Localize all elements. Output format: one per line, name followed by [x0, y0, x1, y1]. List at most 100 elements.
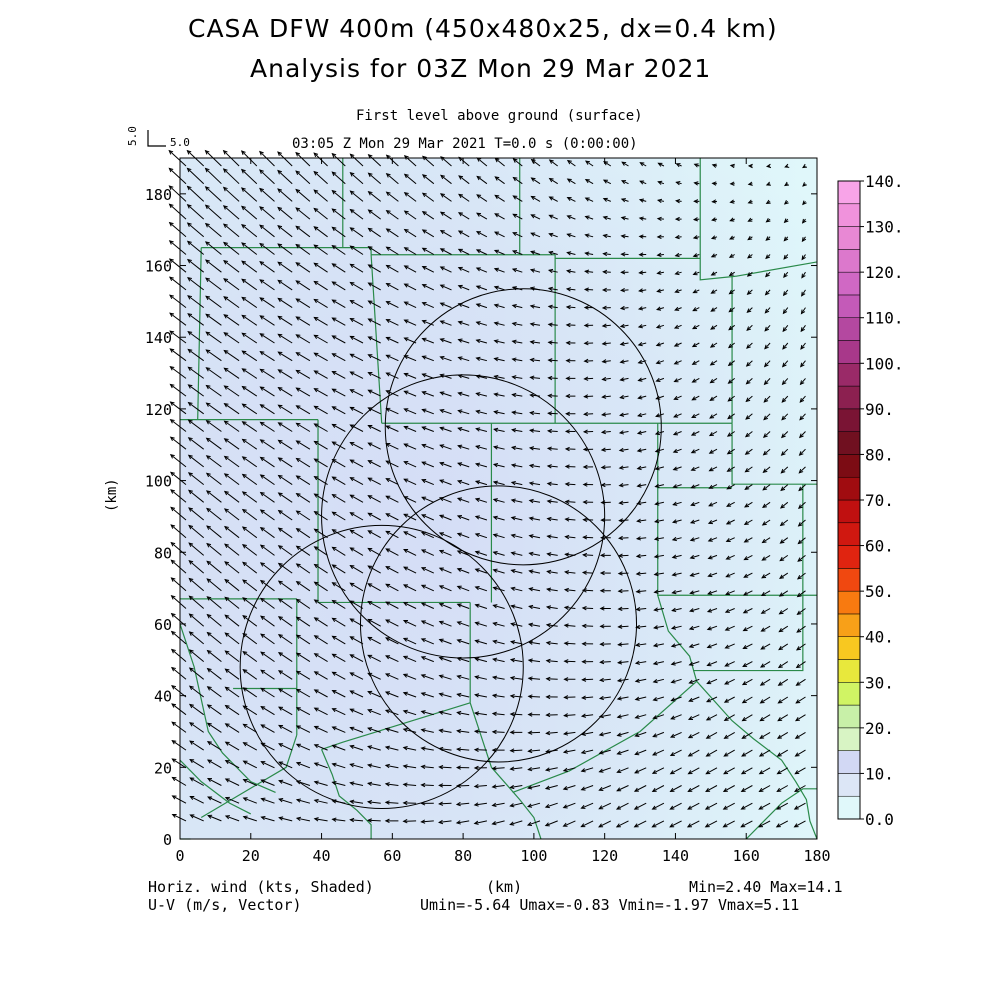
wind-vector	[494, 213, 505, 220]
wind-vector	[619, 394, 629, 400]
wind-vector	[349, 781, 364, 786]
wind-vector	[403, 408, 417, 415]
wind-vector	[598, 820, 612, 828]
wind-vector	[545, 605, 558, 610]
wind-vector	[765, 236, 771, 241]
wind-vector	[669, 767, 682, 775]
wind-vector	[635, 607, 647, 612]
wind-vector	[473, 747, 487, 752]
wind-vector	[635, 571, 647, 576]
x-tick-label: 180	[803, 847, 830, 865]
wind-vector	[779, 537, 789, 544]
wind-vector	[743, 554, 753, 561]
wind-vector	[710, 289, 718, 294]
wind-vector	[527, 694, 541, 699]
wind-vector	[691, 395, 700, 401]
wind-vector	[564, 464, 576, 469]
wind-vector	[278, 743, 293, 751]
wind-vector	[797, 537, 806, 545]
wind-vector	[725, 519, 735, 525]
wind-vector	[710, 253, 718, 258]
wind-vector	[707, 554, 718, 560]
wind-vector	[723, 696, 735, 703]
wind-vector	[188, 631, 205, 645]
wind-vector	[781, 413, 789, 421]
wind-vector	[438, 549, 452, 556]
wind-vector	[563, 713, 576, 718]
wind-vector	[491, 784, 505, 789]
wind-vector	[692, 253, 700, 258]
wind-vector	[563, 623, 576, 628]
wind-vector	[171, 795, 187, 804]
wind-vector	[455, 783, 470, 789]
wind-vector	[544, 820, 558, 827]
wind-vector	[763, 360, 771, 368]
wind-vector	[654, 501, 665, 506]
wind-vector	[260, 669, 275, 680]
wind-vector	[690, 448, 700, 454]
wind-vector	[241, 260, 258, 273]
wind-vector	[438, 674, 452, 680]
wind-vector	[728, 253, 735, 258]
wind-vector	[206, 649, 222, 662]
wind-vector	[206, 704, 222, 716]
wind-vector	[633, 802, 647, 810]
wind-vector	[740, 785, 753, 792]
wind-vector	[277, 492, 293, 503]
wind-vector	[331, 406, 346, 415]
wind-vector	[349, 512, 364, 521]
wind-vector	[529, 357, 541, 363]
colorbar-label: 100.	[865, 354, 904, 373]
wind-vector	[566, 215, 576, 220]
wind-vector	[636, 483, 647, 488]
wind-vector	[584, 215, 594, 220]
wind-vector	[598, 713, 611, 719]
colorbar-segment	[837, 704, 861, 729]
wind-vector	[493, 249, 505, 255]
wind-vector	[277, 351, 293, 362]
wind-vector	[278, 761, 293, 769]
wind-vector	[277, 509, 293, 521]
wind-vector	[295, 387, 311, 397]
wind-vector	[402, 819, 417, 824]
wind-vector	[187, 277, 205, 291]
wind-vector	[187, 313, 204, 326]
wind-vector	[761, 519, 771, 526]
y-tick-label: 100	[145, 473, 172, 491]
wind-vector	[620, 288, 629, 293]
radar-range-ring	[384, 288, 662, 566]
wind-vector	[331, 353, 346, 362]
wind-vector	[675, 181, 682, 186]
wind-vector	[205, 402, 222, 415]
wind-vector	[476, 175, 488, 185]
wind-vector	[652, 731, 665, 738]
wind-vector	[801, 271, 806, 279]
wind-vector	[801, 236, 807, 243]
wind-vector	[384, 709, 399, 716]
wind-vector	[349, 389, 364, 397]
wind-vector	[633, 820, 647, 828]
y-tick-label: 140	[145, 329, 172, 347]
wind-vector	[581, 641, 594, 646]
wind-vector	[385, 548, 399, 556]
wind-vector	[528, 498, 541, 504]
wind-vector	[367, 460, 381, 468]
wind-vector	[765, 181, 771, 186]
wind-vector	[582, 482, 594, 487]
wind-vector	[741, 749, 753, 757]
wind-vector	[421, 337, 434, 344]
x-tick-label: 140	[662, 847, 689, 865]
wind-vector	[313, 370, 328, 379]
wind-vector	[654, 483, 665, 488]
wind-vector	[367, 246, 381, 255]
wind-vector	[761, 554, 771, 561]
wind-vector	[278, 724, 293, 733]
plot-background-shade	[180, 158, 817, 839]
wind-vector	[171, 685, 187, 698]
wind-vector	[710, 307, 718, 312]
wind-vector	[456, 747, 470, 752]
wind-vector	[530, 214, 541, 220]
wind-vector	[762, 484, 771, 491]
wind-vector	[527, 802, 541, 808]
wind-vector	[367, 282, 381, 291]
